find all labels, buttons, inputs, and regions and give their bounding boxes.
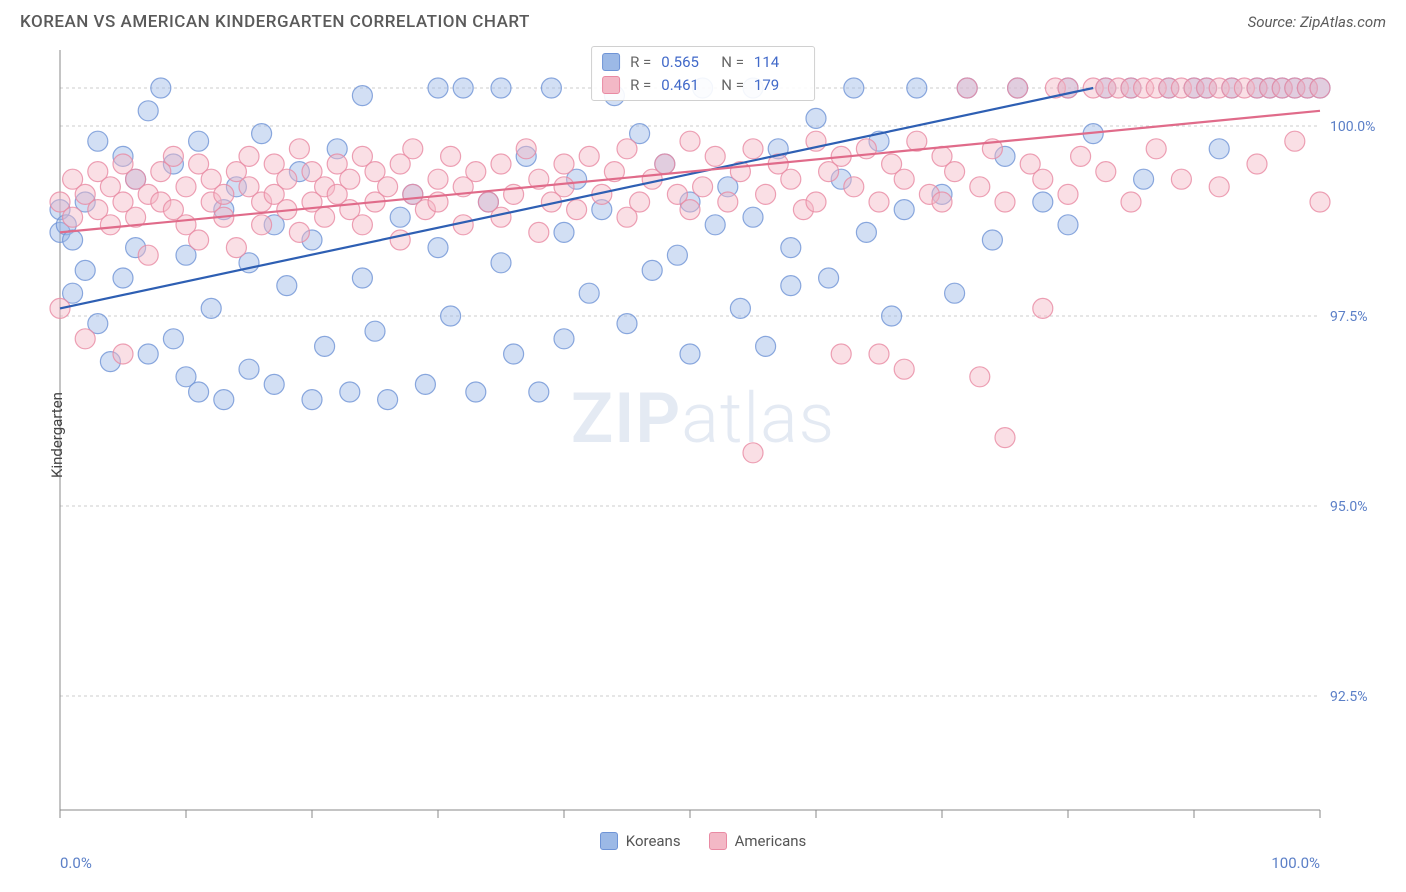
- source-label: Source: ZipAtlas.com: [1248, 13, 1386, 31]
- chart-header: KOREAN VS AMERICAN KINDERGARTEN CORRELAT…: [0, 0, 1406, 40]
- legend-item-koreans: Koreans: [600, 832, 681, 850]
- svg-text:100.0%: 100.0%: [1330, 119, 1375, 135]
- swatch-koreans-icon: [600, 832, 618, 850]
- x-axis-end-labels: 0.0% 100.0%: [20, 850, 1386, 876]
- swatch-americans: [602, 76, 620, 94]
- y-axis-label: Kindergarten: [48, 392, 66, 478]
- svg-text:97.5%: 97.5%: [1330, 309, 1368, 325]
- correlation-legend: R = 0.565 N = 114 R = 0.461 N = 179: [591, 46, 815, 101]
- chart-area: Kindergarten 92.5%95.0%97.5%100.0% ZIPat…: [20, 40, 1386, 830]
- chart-title: KOREAN VS AMERICAN KINDERGARTEN CORRELAT…: [20, 12, 530, 32]
- legend-row-koreans: R = 0.565 N = 114: [602, 51, 804, 74]
- x-max-label: 100.0%: [1271, 854, 1320, 872]
- legend-label: Americans: [735, 832, 807, 850]
- scatter-chart: 92.5% 95.0% 97.5% 100.0%: [20, 40, 1386, 830]
- svg-text:95.0%: 95.0%: [1330, 499, 1368, 515]
- legend-item-americans: Americans: [709, 832, 807, 850]
- swatch-koreans: [602, 53, 620, 71]
- swatch-americans-icon: [709, 832, 727, 850]
- svg-text:92.5%: 92.5%: [1330, 689, 1368, 705]
- legend-row-americans: R = 0.461 N = 179: [602, 74, 804, 97]
- series-legend: Koreans Americans: [0, 832, 1406, 850]
- legend-label: Koreans: [626, 832, 681, 850]
- x-min-label: 0.0%: [60, 854, 92, 872]
